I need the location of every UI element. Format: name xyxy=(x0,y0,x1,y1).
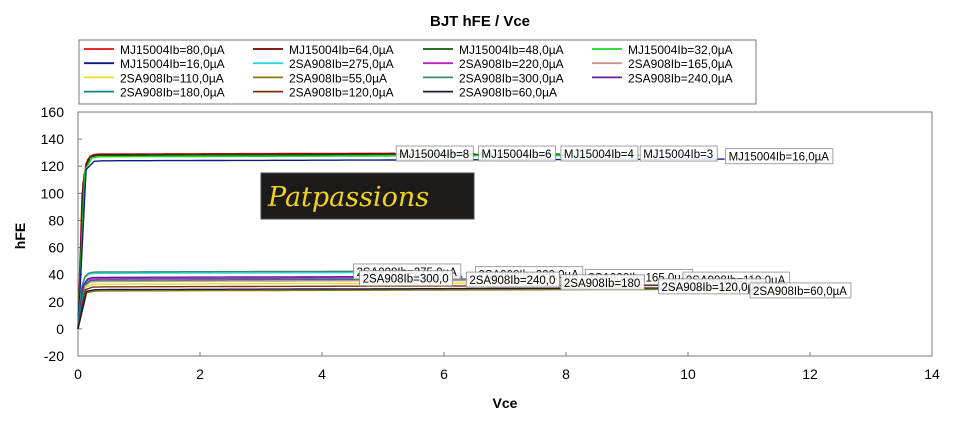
legend-entry: MJ15004Ib=16,0µA xyxy=(120,57,225,71)
x-axis: 0 2 4 6 8 10 12 14 xyxy=(74,352,940,382)
legend-entry: 2SA908Ib=60,0µA xyxy=(459,86,557,100)
y-axis: 160 140 120 100 80 60 40 20 0 -20 xyxy=(41,104,82,364)
legend-entry: MJ15004Ib=32,0µA xyxy=(628,43,733,57)
x-axis-title: Vce xyxy=(493,395,518,411)
annotation-label: 2SA908Ib=180 xyxy=(560,274,645,291)
y-axis-title: hFE xyxy=(12,223,28,249)
annotation-label: MJ15004Ib=8 xyxy=(395,145,474,162)
annotation-label: MJ15004Ib=4 xyxy=(560,145,639,162)
x-tick-label: 2 xyxy=(196,366,204,382)
annotation-text: 2SA908Ib=60,0µA xyxy=(753,286,847,298)
y-tick-label: 40 xyxy=(48,267,64,283)
x-tick-label: 8 xyxy=(562,366,570,382)
y-tick-label: 120 xyxy=(41,158,65,174)
annotation-label: MJ15004Ib=6 xyxy=(478,145,556,162)
annotation-label: MJ15004Ib=3 xyxy=(639,145,718,162)
annotation-text: 2SA908Ib=300,0 xyxy=(363,274,449,286)
annotation-box xyxy=(465,271,560,288)
annotation-box xyxy=(639,145,718,162)
annotation-text: MJ15004Ib=16,0µA xyxy=(729,152,830,164)
y-tick-label: 140 xyxy=(41,131,65,147)
legend-entry: 2SA908Ib=180,0µA xyxy=(120,86,225,100)
y-tick-label: 60 xyxy=(48,240,64,256)
series-line xyxy=(77,270,359,329)
legend-entry: MJ15004Ib=48,0µA xyxy=(459,43,564,57)
y-tick-label: 20 xyxy=(48,294,64,310)
annotation-label: MJ15004Ib=16,0µA xyxy=(725,148,834,165)
legend-entry: 2SA908Ib=165,0µA xyxy=(628,57,733,71)
annotation-text: MJ15004Ib=3 xyxy=(643,149,713,161)
legend: MJ15004Ib=80,0µA MJ15004Ib=64,0µA MJ15004I… xyxy=(78,39,757,105)
legend-entry: 2SA908Ib=300,0µA xyxy=(459,71,564,85)
legend-entry: MJ15004Ib=64,0µA xyxy=(289,43,394,57)
legend-entry: MJ15004Ib=80,0µA xyxy=(120,43,225,57)
annotation-box xyxy=(560,274,645,291)
watermark-text: Patpassions xyxy=(267,182,429,213)
x-tick-label: 0 xyxy=(74,366,82,382)
annotation-box xyxy=(395,145,474,162)
series-line xyxy=(77,271,359,329)
legend-entry: 2SA908Ib=240,0µA xyxy=(628,71,733,85)
annotation-label: 2SA908Ib=300,0 xyxy=(359,270,454,287)
legend-box xyxy=(78,39,757,105)
x-tick-label: 10 xyxy=(680,366,696,382)
annotation-text: MJ15004Ib=8 xyxy=(399,149,469,161)
x-tick-label: 4 xyxy=(318,366,326,382)
annotation-box xyxy=(560,145,639,162)
legend-entry: 2SA908Ib=120,0µA xyxy=(289,86,394,100)
annotation-text: MJ15004Ib=4 xyxy=(564,149,635,161)
x-tick-label: 6 xyxy=(440,366,448,382)
annotation-label: 2SA908Ib=60,0µA xyxy=(749,282,852,299)
annotation-text: 2SA908Ib=240,0 xyxy=(469,275,555,287)
annotation-text: 2SA908Ib=120,0µA xyxy=(662,282,763,294)
annotation-box xyxy=(749,282,852,299)
annotation-text: MJ15004Ib=6 xyxy=(482,149,552,161)
data-annotations: MJ15004Ib=8 MJ15004Ib=6 MJ15004Ib=4 MJ15004… xyxy=(353,145,852,299)
y-tick-label: -20 xyxy=(44,348,64,364)
chart-title: BJT hFE / Vce xyxy=(430,13,530,30)
annotation-box xyxy=(725,148,834,165)
annotation-label: 2SA908Ib=120,0µA xyxy=(658,278,767,295)
y-tick-label: 100 xyxy=(41,185,65,201)
annotation-text: 2SA908Ib=180 xyxy=(564,278,640,290)
x-tick-label: 14 xyxy=(924,366,940,382)
legend-entry: 2SA908Ib=275,0µA xyxy=(289,57,394,71)
annotation-label: 2SA908Ib=240,0 xyxy=(465,271,560,288)
y-tick-label: 80 xyxy=(48,212,64,228)
legend-entry: 2SA908Ib=220,0µA xyxy=(459,57,564,71)
legend-entry: 2SA908Ib=55,0µA xyxy=(289,71,387,85)
y-tick-label: 0 xyxy=(56,321,64,337)
annotation-box xyxy=(478,145,556,162)
x-tick-label: 12 xyxy=(802,366,818,382)
annotation-box xyxy=(359,270,454,287)
legend-entry: 2SA908Ib=110,0µA xyxy=(120,71,224,85)
y-tick-label: 160 xyxy=(41,104,65,120)
watermark-logo: Patpassions xyxy=(260,172,475,220)
